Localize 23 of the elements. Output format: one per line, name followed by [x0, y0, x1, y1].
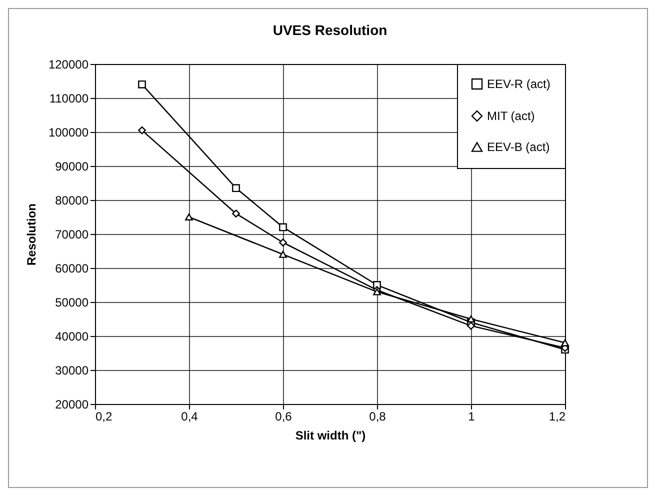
y-tick-label: 40000 — [55, 330, 89, 344]
x-tick-label: 1 — [468, 410, 476, 424]
y-tick-label: 100000 — [48, 126, 89, 140]
x-tick-label: 1,2 — [548, 410, 566, 424]
chart-title: UVES Resolution — [272, 22, 388, 38]
legend-label: EEV-R (act) — [487, 77, 550, 91]
y-tick-label: 90000 — [55, 160, 89, 174]
y-tick-label: 80000 — [55, 194, 89, 208]
y-tick-label: 30000 — [55, 364, 89, 378]
x-tick-label: 0,8 — [369, 410, 386, 424]
y-axis-title: Resolution — [24, 204, 38, 266]
legend-label: EEV-B (act) — [487, 140, 550, 154]
y-tick-label: 110000 — [49, 92, 89, 106]
y-tick-label: 20000 — [55, 398, 89, 412]
y-tick-label: 120000 — [48, 58, 89, 72]
y-tick-label: 60000 — [55, 262, 89, 276]
y-tick-label: 70000 — [55, 228, 89, 242]
x-tick-label: 0,2 — [96, 410, 113, 424]
y-tick-label: 50000 — [55, 296, 89, 310]
x-tick-label: 0,4 — [181, 410, 198, 424]
x-axis-title: Slit width (") — [295, 428, 366, 442]
x-tick-label: 0,6 — [275, 410, 292, 424]
legend-label: MIT (act) — [487, 109, 535, 123]
